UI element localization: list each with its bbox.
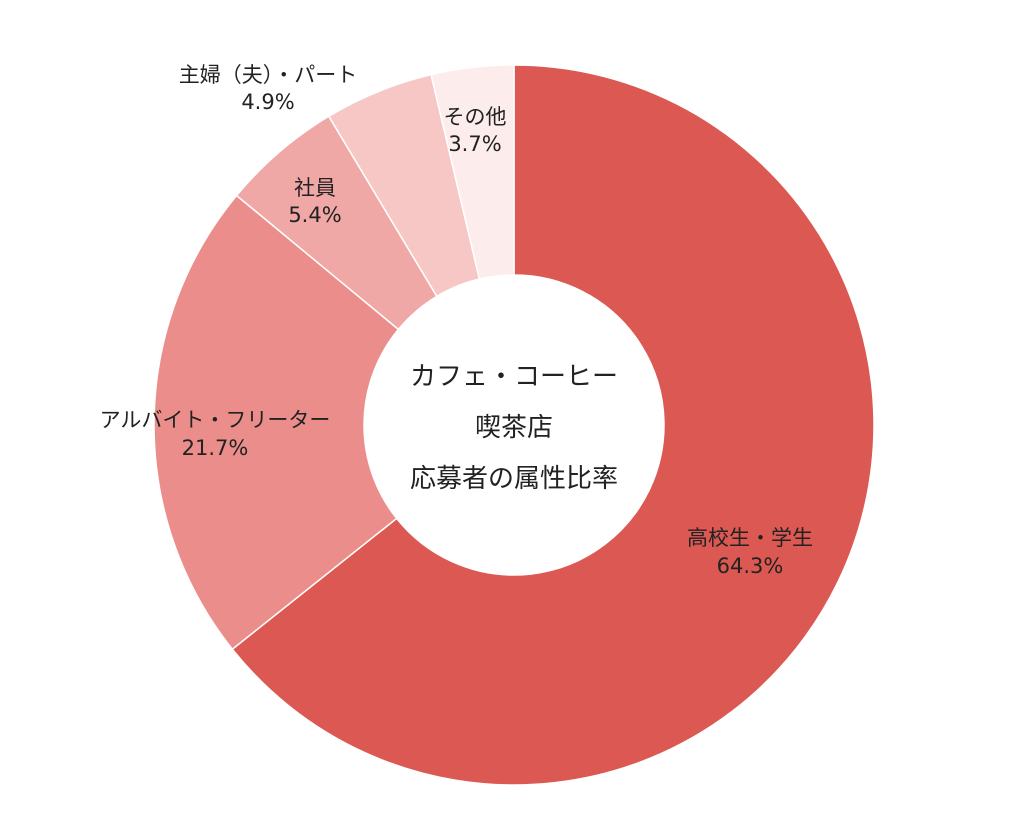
center-title: カフェ・コーヒー 喫茶店 応募者の属性比率	[410, 362, 618, 494]
slice-label-parttime-freeter-value: 21.7%	[182, 436, 249, 460]
slice-label-homemaker-name: 主婦（夫）・パート	[179, 63, 358, 87]
slice-label-homemaker-value: 4.9%	[241, 90, 294, 114]
center-title-line-2: 喫茶店	[475, 413, 553, 443]
center-title-line-1: カフェ・コーヒー	[410, 362, 618, 392]
slice-label-employee-value: 5.4%	[288, 203, 341, 227]
slice-label-employee: 社員 5.4%	[288, 176, 341, 227]
slice-label-students-name: 高校生・学生	[687, 526, 813, 550]
slice-label-parttime-freeter-name: アルバイト・フリーター	[100, 408, 331, 432]
donut-hole	[364, 275, 664, 575]
donut-segments	[153, 64, 875, 786]
slice-label-students-value: 64.3%	[717, 554, 784, 578]
slice-label-students: 高校生・学生 64.3%	[687, 526, 813, 578]
slice-label-homemaker: 主婦（夫）・パート 4.9%	[179, 63, 358, 114]
slice-label-other-name: その他	[444, 105, 507, 129]
slice-label-other-value: 3.7%	[448, 132, 501, 156]
slice-label-employee-name: 社員	[294, 176, 336, 200]
slice-label-parttime-freeter: アルバイト・フリーター 21.7%	[100, 408, 331, 460]
slice-label-other: その他 3.7%	[444, 105, 507, 156]
center-title-line-3: 応募者の属性比率	[410, 464, 618, 494]
